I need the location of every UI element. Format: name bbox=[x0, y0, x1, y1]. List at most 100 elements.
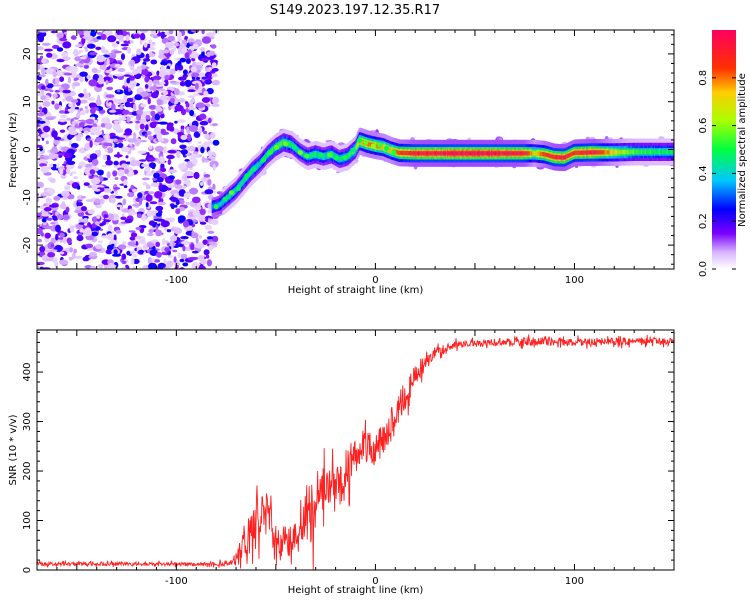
colorbar-tick-label: 0.6 bbox=[698, 118, 709, 134]
noise-speckle bbox=[117, 244, 127, 250]
noise-speckle bbox=[90, 107, 96, 115]
noise-speckle bbox=[63, 192, 68, 199]
noise-speckle bbox=[90, 126, 99, 134]
noise-speckle bbox=[37, 135, 41, 143]
noise-speckle bbox=[37, 150, 42, 157]
noise-speckle bbox=[45, 258, 53, 262]
noise-speckle bbox=[113, 120, 119, 124]
y-tick-label: -20 bbox=[22, 237, 33, 253]
noise-speckle bbox=[136, 48, 142, 56]
noise-speckle bbox=[146, 152, 150, 157]
noise-speckle bbox=[153, 218, 163, 222]
noise-speckle bbox=[90, 177, 101, 185]
noise-speckle bbox=[157, 201, 166, 206]
noise-speckle bbox=[103, 142, 113, 147]
noise-speckle bbox=[124, 168, 129, 175]
noise-speckle bbox=[197, 265, 206, 269]
noise-speckle bbox=[127, 138, 137, 143]
noise-speckle bbox=[83, 230, 92, 237]
noise-speckle bbox=[83, 130, 89, 135]
snr-plot-area bbox=[37, 334, 674, 570]
noise-speckle bbox=[156, 70, 160, 76]
noise-speckle bbox=[155, 205, 164, 211]
noise-speckle bbox=[106, 86, 114, 91]
noise-speckle bbox=[199, 221, 207, 225]
noise-speckle bbox=[58, 104, 62, 111]
noise-speckle bbox=[101, 164, 107, 168]
noise-speckle bbox=[55, 224, 61, 233]
noise-speckle bbox=[59, 259, 69, 266]
noise-speckle bbox=[56, 153, 65, 156]
noise-speckle bbox=[190, 243, 195, 251]
noise-speckle bbox=[185, 58, 191, 64]
x-tick-label: 100 bbox=[565, 275, 584, 286]
noise-speckle bbox=[70, 71, 77, 79]
noise-speckle bbox=[123, 94, 128, 101]
noise-speckle bbox=[82, 215, 89, 220]
noise-speckle bbox=[142, 181, 148, 186]
noise-speckle bbox=[54, 90, 60, 93]
noise-speckle bbox=[115, 109, 123, 115]
noise-speckle bbox=[86, 137, 91, 142]
noise-speckle bbox=[210, 219, 219, 226]
noise-speckle bbox=[95, 204, 102, 209]
noise-speckle bbox=[141, 64, 147, 70]
noise-speckle bbox=[191, 230, 195, 238]
noise-speckle bbox=[179, 42, 185, 49]
ridge-blob bbox=[377, 142, 383, 148]
noise-speckle bbox=[40, 165, 50, 174]
noise-speckle bbox=[187, 256, 198, 261]
noise-speckle bbox=[75, 223, 84, 229]
noise-speckle bbox=[78, 222, 85, 225]
noise-speckle bbox=[106, 233, 115, 241]
noise-speckle bbox=[120, 53, 126, 60]
noise-speckle bbox=[184, 79, 192, 88]
ridge-blob bbox=[391, 150, 397, 155]
noise-speckle bbox=[129, 159, 138, 167]
noise-speckle bbox=[40, 68, 46, 75]
noise-speckle bbox=[195, 237, 199, 245]
noise-speckle bbox=[133, 68, 142, 74]
noise-speckle bbox=[125, 34, 130, 42]
noise-speckle bbox=[50, 178, 56, 184]
noise-speckle bbox=[198, 235, 203, 239]
noise-speckle bbox=[199, 47, 206, 52]
snr-y-axis-label: SNR (10 * v/v) bbox=[8, 414, 19, 485]
noise-speckle bbox=[116, 151, 120, 159]
noise-speckle bbox=[145, 114, 151, 120]
noise-speckle bbox=[184, 170, 194, 177]
colorbar-scale bbox=[712, 30, 736, 269]
noise-speckle bbox=[178, 76, 187, 81]
ridge-blob bbox=[297, 150, 303, 156]
noise-speckle bbox=[72, 252, 76, 260]
noise-speckle bbox=[70, 142, 79, 149]
noise-speckle bbox=[126, 97, 134, 103]
noise-speckle bbox=[174, 64, 178, 72]
noise-speckle bbox=[54, 153, 59, 159]
noise-speckle bbox=[170, 203, 175, 210]
noise-speckle bbox=[184, 52, 190, 59]
noise-speckle bbox=[156, 132, 163, 140]
noise-speckle bbox=[206, 259, 212, 267]
noise-speckle bbox=[37, 227, 43, 235]
noise-speckle bbox=[99, 198, 105, 205]
noise-speckle bbox=[97, 94, 101, 102]
noise-speckle bbox=[164, 247, 170, 253]
noise-speckle bbox=[117, 169, 125, 177]
noise-speckle bbox=[203, 130, 208, 135]
noise-speckle bbox=[103, 214, 109, 219]
noise-speckle bbox=[193, 171, 200, 180]
ridge-blob bbox=[310, 152, 316, 158]
noise-speckle bbox=[37, 193, 40, 197]
noise-speckle bbox=[144, 166, 151, 172]
noise-speckle bbox=[37, 120, 46, 124]
noise-speckle bbox=[128, 230, 136, 233]
noise-speckle bbox=[203, 141, 210, 148]
noise-speckle bbox=[204, 224, 212, 231]
noise-speckle bbox=[173, 46, 176, 52]
noise-speckle bbox=[177, 99, 187, 103]
noise-speckle bbox=[60, 174, 67, 178]
ridge-blob bbox=[333, 155, 340, 161]
noise-speckle bbox=[199, 208, 206, 216]
